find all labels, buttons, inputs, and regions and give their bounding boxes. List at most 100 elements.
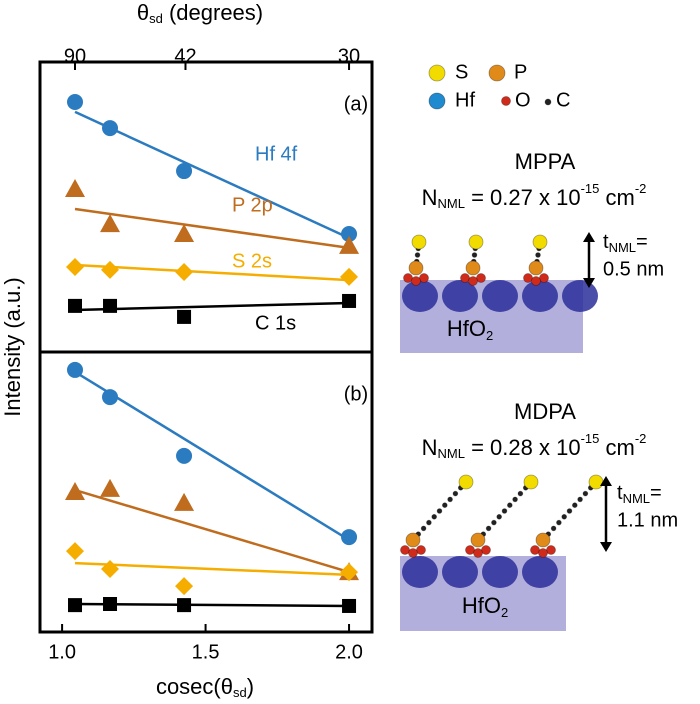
atom: [550, 525, 557, 532]
atom: [530, 545, 540, 555]
fit-line: [74, 263, 350, 282]
atom: [428, 64, 446, 82]
data-point: [342, 293, 357, 308]
data-point: [102, 389, 119, 406]
data-point: [100, 478, 121, 497]
top-tick-label: 42: [174, 45, 196, 67]
hf-atom: [442, 280, 478, 312]
subscript: NML: [438, 446, 465, 461]
x-tick-label: 1.0: [48, 641, 76, 663]
hf-atom: [522, 280, 558, 312]
fit-line: [74, 370, 350, 541]
hf-atom: [402, 556, 438, 588]
density: NNML = 0.28 x 10-15 cm-2: [422, 431, 647, 461]
data-point: [67, 94, 84, 111]
data-point: [175, 262, 194, 281]
atom: [512, 496, 518, 503]
text: cosec(θ: [156, 674, 233, 699]
atom: [428, 92, 446, 110]
top-tick-label: 30: [338, 45, 360, 67]
text: =: [650, 482, 662, 504]
atom: [501, 508, 508, 514]
fit-line: [74, 488, 350, 574]
hf-atom: [402, 280, 438, 312]
series-label: C 1s: [255, 312, 296, 334]
text: =: [636, 231, 648, 253]
atom: [546, 545, 556, 555]
series-label: Hf 4f: [255, 143, 298, 165]
density: NNML = 0.27 x 10-15 cm-2: [422, 181, 647, 211]
atom: [491, 519, 497, 526]
fit-line: [74, 602, 350, 608]
data-point: [101, 260, 120, 279]
text: t: [603, 231, 609, 253]
plot: (a) 90 42 30 Hf 4f P 2p S 2s C 1s (b) 1.0 1.5 2.0: [38, 45, 374, 663]
subscript: NML: [438, 196, 465, 211]
subscript: sd: [149, 11, 163, 26]
panel-label: (a): [344, 93, 368, 115]
data-point: [341, 225, 358, 242]
atom: [470, 532, 486, 548]
x-tick-label: 2.0: [335, 641, 363, 663]
top-tick-label: 90: [64, 45, 86, 67]
thickness-label: tNML=: [617, 482, 662, 506]
atom: [544, 98, 552, 106]
data-point: [175, 577, 194, 596]
atom: [416, 545, 426, 555]
atom: [411, 234, 427, 250]
fit-line: [74, 110, 350, 240]
hf-atom: [482, 556, 518, 588]
data-point: [101, 560, 120, 578]
panel-label: (b): [344, 383, 368, 405]
arrowhead: [583, 278, 595, 288]
atom: [531, 276, 541, 286]
panel-frame: [38, 350, 374, 634]
atom: [523, 474, 539, 490]
data-point: [102, 120, 119, 137]
atom: [488, 64, 506, 82]
text: cm: [599, 435, 634, 460]
data-point: [66, 258, 85, 277]
atom: [532, 234, 548, 250]
text: N: [422, 185, 438, 210]
atom: [577, 496, 583, 503]
data-point: [68, 298, 83, 313]
atom: [414, 252, 421, 258]
atom: [556, 519, 562, 526]
legend-label: P: [514, 61, 527, 83]
text: = 0.28 x 10: [465, 435, 581, 460]
arrowhead: [583, 232, 595, 242]
data-point: [174, 492, 195, 511]
superscript: -15: [581, 431, 600, 446]
atom: [458, 474, 474, 490]
atom: [481, 545, 491, 555]
atom: [465, 545, 475, 555]
x-tick-label: 1.5: [192, 641, 220, 663]
thickness-label: tNML=: [603, 231, 648, 255]
legend-label: C: [556, 89, 570, 111]
data-point: [65, 482, 86, 500]
data-point: [67, 361, 84, 378]
data-point: [177, 598, 192, 613]
atom: [523, 273, 533, 283]
y-axis-title: Intensity (a.u.): [0, 277, 25, 416]
fit-line: [74, 207, 350, 250]
atom: [468, 276, 478, 286]
hf-atom: [522, 556, 558, 588]
data-point: [176, 447, 193, 464]
thickness-value: 0.5 nm: [603, 258, 664, 280]
hf-atom: [482, 280, 518, 312]
atom: [535, 252, 541, 258]
atom: [582, 490, 589, 497]
atom: [400, 545, 410, 555]
data-point: [174, 223, 195, 242]
fit-line: [74, 561, 350, 577]
legend-label: O: [515, 89, 531, 111]
atom: [408, 260, 424, 276]
top-axis-title: θsd (degrees): [137, 0, 263, 26]
atom: [588, 474, 604, 490]
data-point: [340, 267, 359, 286]
text: HfO: [462, 593, 501, 618]
atom: [539, 273, 549, 283]
atom: [535, 532, 551, 548]
